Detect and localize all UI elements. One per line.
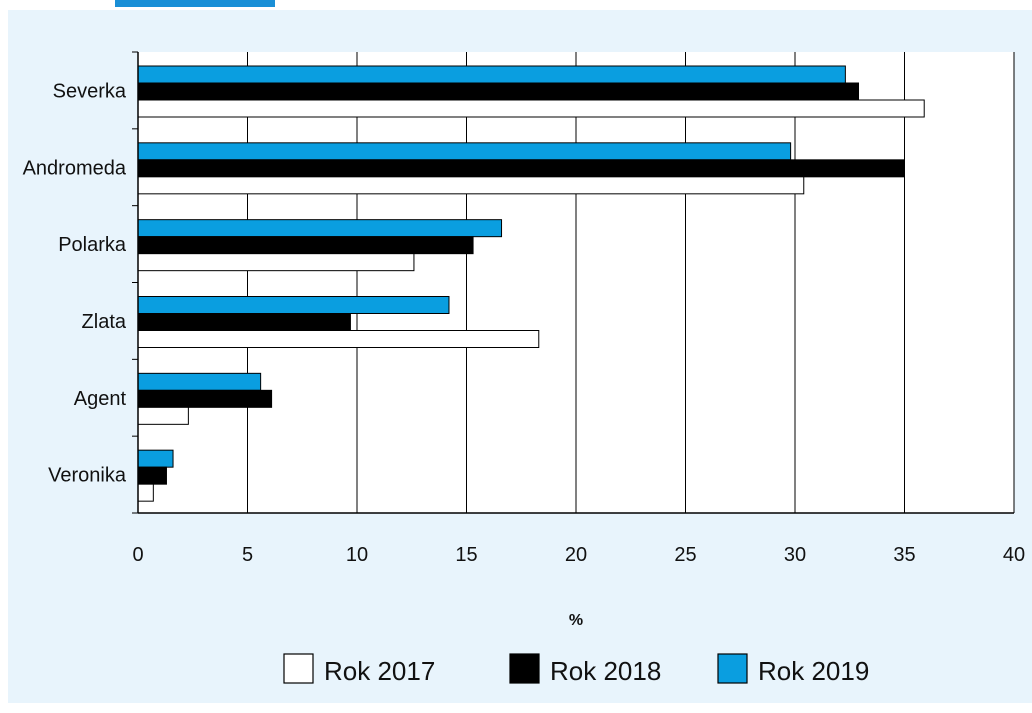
category-label: Polarka [58, 234, 127, 256]
x-tick-label: 5 [242, 544, 253, 566]
x-tick-label: 0 [132, 544, 143, 566]
bar-polarka-rok-2017 [137, 253, 415, 272]
legend-label: Rok 2017 [324, 656, 435, 686]
bar-severka-rok-2017 [137, 99, 925, 118]
category-label: Severka [53, 80, 127, 102]
bar-zlata-rok-2019 [137, 296, 450, 314]
x-tick-label: 20 [565, 544, 587, 566]
bar-agent-rok-2017 [137, 406, 189, 425]
labels: 0 5 10 15 20 25 30 35 40 Severka Andromeda Polarka Z… [23, 80, 1026, 566]
bar-severka-rok-2019 [137, 65, 846, 84]
x-axis-title: % [569, 612, 583, 629]
bar-andromeda-rok-2019 [137, 142, 792, 161]
x-tick-label: 25 [674, 544, 696, 566]
bars [137, 65, 925, 502]
legend-label: Rok 2018 [550, 656, 661, 686]
bar-polarka-rok-2019 [137, 219, 503, 238]
bar-agent-rok-2018 [137, 389, 273, 408]
category-label: Veronika [48, 465, 127, 487]
bar-veronika-rok-2019 [137, 449, 174, 468]
legend-swatch-rok-2018 [509, 653, 540, 684]
bar-polarka-rok-2018 [137, 236, 474, 255]
category-label: Andromeda [23, 157, 127, 179]
bar-andromeda-rok-2017 [137, 176, 805, 195]
header-accent-bar [115, 0, 275, 7]
bar-andromeda-rok-2018 [137, 159, 905, 178]
grid-lines [247, 52, 1015, 513]
x-tick-label: 30 [784, 544, 806, 566]
legend-swatch-rok-2017 [283, 653, 314, 684]
bar-zlata-rok-2017 [137, 330, 540, 348]
bar-severka-rok-2018 [137, 82, 860, 101]
x-tick-label: 35 [893, 544, 915, 566]
bar-agent-rok-2019 [137, 372, 262, 391]
bar-veronika-rok-2018 [137, 466, 167, 485]
category-label: Zlata [82, 311, 127, 333]
axes [132, 51, 1014, 514]
x-tick-label: 10 [346, 544, 368, 566]
bar-veronika-rok-2017 [137, 483, 154, 502]
bar-zlata-rok-2018 [137, 313, 351, 331]
legend: Rok 2017 Rok 2018 Rok 2019 [283, 653, 869, 686]
x-tick-label: 15 [455, 544, 477, 566]
legend-swatch-rok-2019 [717, 653, 748, 684]
x-tick-label: 40 [1003, 544, 1025, 566]
category-label: Agent [74, 388, 127, 410]
legend-label: Rok 2019 [758, 656, 869, 686]
